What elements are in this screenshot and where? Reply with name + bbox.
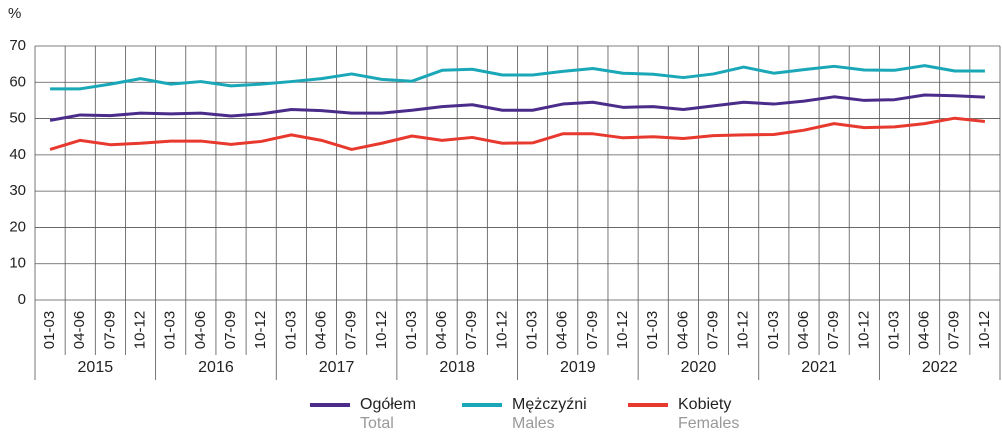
year-label: 2022 xyxy=(922,359,958,376)
x-tick-label: 10-12 xyxy=(373,311,390,349)
x-tick-label: 07-09 xyxy=(343,311,360,349)
x-tick-label: 01-03 xyxy=(644,311,661,349)
series-line xyxy=(50,64,985,91)
series-line xyxy=(49,116,986,151)
x-tick-label: 07-09 xyxy=(825,311,842,349)
x-tick-label: 04-06 xyxy=(795,311,812,349)
x-tick-label: 04-06 xyxy=(71,311,88,349)
y-unit: % xyxy=(8,5,21,22)
x-tick-label: 07-09 xyxy=(946,311,963,349)
legend-label-en: Total xyxy=(360,415,394,432)
x-tick-label: 01-03 xyxy=(282,311,299,349)
x-tick-label: 01-03 xyxy=(41,311,58,349)
legend-label-en: Females xyxy=(678,415,739,432)
x-tick-label: 01-03 xyxy=(524,311,541,349)
year-label: 2021 xyxy=(801,359,837,376)
y-tick-label: 0 xyxy=(18,291,26,308)
year-label: 2019 xyxy=(560,359,596,376)
x-tick-label: 10-12 xyxy=(855,311,872,349)
y-tick-label: 70 xyxy=(9,37,26,54)
x-tick-label: 04-06 xyxy=(433,311,450,349)
x-tick-label: 01-03 xyxy=(162,311,179,349)
legend-label: Ogółem xyxy=(360,396,416,413)
x-tick-label: 01-03 xyxy=(403,311,420,349)
x-tick-label: 10-12 xyxy=(735,311,752,349)
year-label: 2017 xyxy=(319,359,355,376)
x-tick-label: 07-09 xyxy=(222,311,239,349)
x-tick-label: 01-03 xyxy=(885,311,902,349)
x-tick-label: 04-06 xyxy=(192,311,209,349)
legend-label: Mężczyźni xyxy=(512,396,587,413)
y-tick-label: 50 xyxy=(9,110,26,127)
year-label: 2018 xyxy=(439,359,475,376)
legend-label-en: Males xyxy=(512,415,555,432)
y-tick-label: 10 xyxy=(9,255,26,272)
year-label: 2020 xyxy=(681,359,717,376)
x-tick-label: 04-06 xyxy=(312,311,329,349)
x-tick-label: 10-12 xyxy=(252,311,269,349)
legend-label: Kobiety xyxy=(678,396,731,413)
x-tick-label: 07-09 xyxy=(584,311,601,349)
x-tick-label: 04-06 xyxy=(916,311,933,349)
x-tick-label: 01-03 xyxy=(765,311,782,349)
x-tick-label: 10-12 xyxy=(132,311,149,349)
x-tick-label: 10-12 xyxy=(493,311,510,349)
x-tick-label: 07-09 xyxy=(463,311,480,349)
series-line xyxy=(49,93,985,122)
x-tick-label: 07-09 xyxy=(101,311,118,349)
x-tick-label: 10-12 xyxy=(614,311,631,349)
year-label: 2016 xyxy=(198,359,234,376)
year-label: 2015 xyxy=(78,359,114,376)
y-tick-label: 30 xyxy=(9,182,26,199)
x-tick-label: 07-09 xyxy=(704,311,721,349)
y-tick-label: 20 xyxy=(9,218,26,235)
x-tick-label: 04-06 xyxy=(554,311,571,349)
x-tick-label: 04-06 xyxy=(674,311,691,349)
x-tick-label: 10-12 xyxy=(976,311,993,349)
y-tick-label: 60 xyxy=(9,73,26,90)
y-tick-label: 40 xyxy=(9,146,26,163)
